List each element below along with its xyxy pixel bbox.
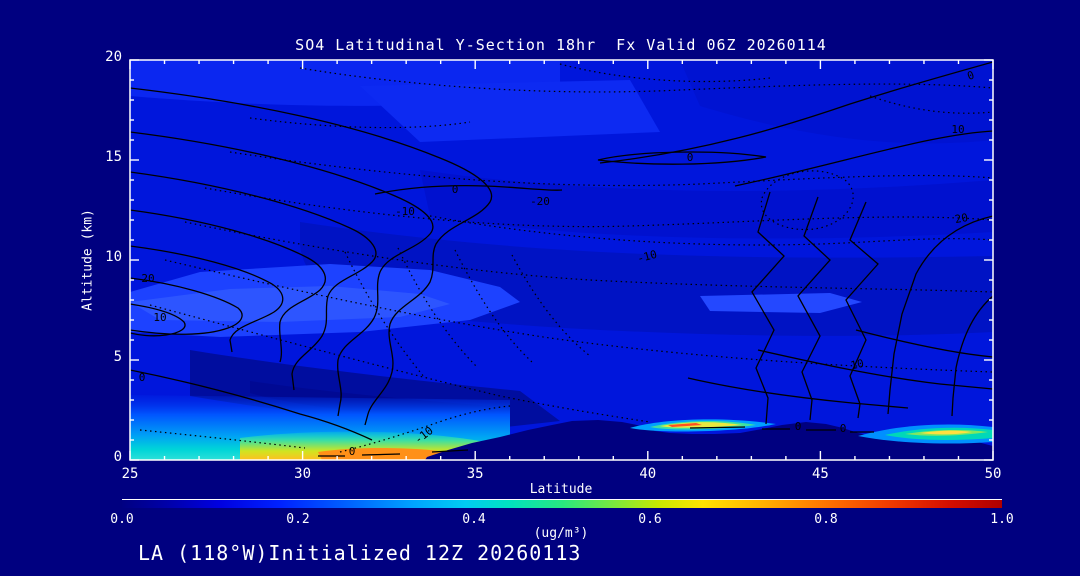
contour-shape	[734, 130, 993, 187]
colorbar-tick-label: 0.2	[286, 512, 310, 527]
colorbar-tick-label: 0.6	[638, 512, 662, 527]
contour-shape	[511, 254, 591, 357]
contour-shape	[249, 117, 471, 129]
colorbar-tick-label: 0.8	[814, 512, 838, 527]
contour-shape	[130, 87, 493, 426]
contour-shape	[855, 329, 993, 358]
contour-value-label: 10	[849, 357, 865, 372]
contour-shape	[597, 151, 767, 165]
contour-shape	[668, 423, 702, 427]
contour-value-label: 0	[687, 151, 694, 164]
contour-value-label: 0	[349, 445, 356, 458]
plot-frame	[129, 59, 994, 461]
footer-caption: LA (118°W)Initialized 12Z 20260113	[138, 541, 582, 565]
colorbar-tick-label: 0.4	[462, 512, 486, 527]
contour-shape	[869, 95, 993, 114]
colorbar-gradient	[122, 499, 1002, 508]
y-tick-label: 20	[105, 49, 122, 65]
contour-shape	[689, 426, 874, 433]
y-tick-label: 0	[113, 449, 122, 465]
contour-shape	[599, 61, 993, 164]
contour-shape	[229, 151, 993, 187]
contour-shape	[429, 215, 993, 246]
contour-value-label: 0	[840, 422, 847, 435]
plot-title: SO4 Latitudinal Y-Section 18hr Fx Valid …	[295, 36, 827, 54]
contour-shape	[559, 63, 771, 83]
contour-value-label: 10	[951, 123, 964, 136]
contour-value-label: -10	[636, 248, 659, 266]
contour-shape	[164, 259, 993, 373]
colorbar-units: (ug/m³)	[533, 526, 589, 541]
y-tick-label: 15	[105, 149, 122, 165]
contour-value-label: -20	[530, 195, 550, 208]
contour-shape	[130, 131, 434, 417]
contour-shape	[845, 201, 879, 419]
contour-shape	[951, 295, 993, 417]
contour-value-label: 20	[954, 211, 969, 226]
y-tick-label: 5	[113, 349, 122, 365]
contour-shape	[149, 304, 651, 423]
contour-value-label: 0	[795, 420, 802, 433]
contour-shape	[339, 405, 511, 453]
contour-shape	[397, 247, 479, 369]
contour-line-layer	[130, 61, 993, 457]
contour-value-label: 0	[965, 68, 976, 82]
contour-shape	[797, 196, 831, 421]
contour-value-label: 0	[139, 371, 146, 384]
x-tick-label: 35	[466, 466, 484, 482]
x-axis-label: Latitude	[529, 482, 593, 497]
contour-shape	[680, 60, 993, 144]
contour-shape	[130, 171, 377, 391]
contour-value-label: 10	[153, 311, 166, 324]
contour-shape	[318, 449, 469, 457]
contour-value-label: 0	[452, 183, 459, 196]
contour-shape	[130, 277, 243, 335]
x-tick-label: 40	[639, 466, 657, 482]
x-tick-label: 30	[294, 466, 312, 482]
y-tick-label: 10	[105, 249, 122, 265]
x-tick-label: 25	[121, 466, 139, 482]
contour-value-label: 20	[141, 272, 154, 285]
contour-shape	[757, 349, 993, 390]
contour-shape	[139, 429, 306, 449]
contour-shape	[299, 67, 993, 93]
contour-shape	[700, 293, 862, 313]
contour-shape	[887, 215, 993, 415]
contour-dotted-layer	[139, 63, 993, 453]
x-tick-label: 45	[811, 466, 829, 482]
contour-shape	[920, 430, 972, 435]
colorbar-tick-label: 0.0	[110, 512, 134, 527]
contour-shape	[130, 369, 373, 441]
contour-shape	[687, 377, 909, 409]
contour-shape	[760, 170, 854, 231]
contour-shape	[420, 170, 993, 239]
terrain-silhouette	[425, 420, 993, 460]
contour-shape	[130, 245, 284, 353]
colorbar-tick-label: 1.0	[990, 512, 1014, 527]
x-tick-label: 50	[984, 466, 1002, 482]
contour-shape	[130, 303, 186, 337]
contour-fill-layer	[130, 60, 993, 460]
contour-value-label: -10	[395, 205, 415, 218]
contour-shape	[130, 209, 326, 363]
contour-shape	[374, 185, 563, 195]
